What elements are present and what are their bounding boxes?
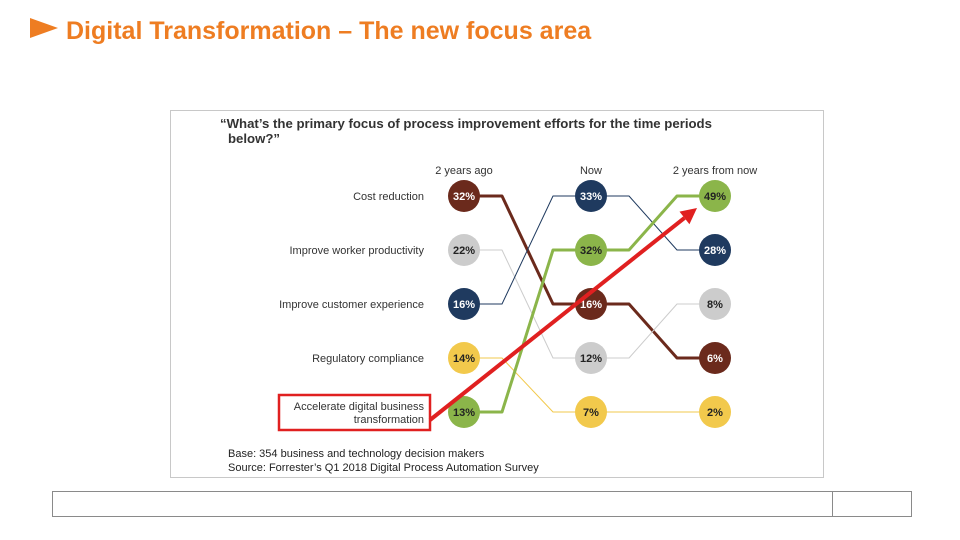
title-arrow-icon	[30, 18, 58, 38]
source-note: Source: Forrester’s Q1 2018 Digital Proc…	[228, 462, 539, 474]
data-label: 12%	[580, 353, 602, 365]
footer-bar	[52, 491, 912, 517]
data-node	[575, 342, 607, 374]
slide-title-row: Digital Transformation – The new focus a…	[30, 14, 591, 48]
data-node	[448, 180, 480, 212]
chart-frame	[170, 110, 824, 478]
data-node	[699, 342, 731, 374]
category-label: Accelerate digital business transformatio…	[294, 401, 425, 426]
highlight-arrow-group	[428, 208, 697, 422]
category-label: Improve customer experience	[279, 299, 424, 311]
data-node	[699, 396, 731, 428]
data-label: 28%	[704, 245, 726, 257]
chart-notes: Base: 354 business and technology decisi…	[228, 448, 539, 474]
data-label: 49%	[704, 191, 726, 203]
data-label: 16%	[580, 299, 602, 311]
highlight-arrow-shaft	[428, 216, 686, 422]
data-node	[448, 288, 480, 320]
footer-cell-left	[53, 492, 833, 516]
data-label: 32%	[580, 245, 602, 257]
highlight-box	[277, 393, 432, 432]
chart-title: “What’s the primary focus of process imp…	[220, 116, 712, 146]
period-headers: 2 years ago Now 2 years from now	[435, 165, 757, 177]
data-label: 8%	[707, 299, 723, 311]
period-header: 2 years ago	[435, 165, 492, 177]
category-label: Cost reduction	[353, 191, 424, 203]
data-node	[575, 180, 607, 212]
data-label: 22%	[453, 245, 475, 257]
data-label: 16%	[453, 299, 475, 311]
data-node	[699, 234, 731, 266]
period-header: 2 years from now	[673, 165, 757, 177]
data-node	[448, 342, 480, 374]
category-label: Improve worker productivity	[290, 245, 425, 257]
data-node	[699, 180, 731, 212]
data-node	[575, 396, 607, 428]
data-label: 32%	[453, 191, 475, 203]
period-header: Now	[580, 165, 602, 177]
data-label: 33%	[580, 191, 602, 203]
footer-cell-right	[834, 492, 911, 516]
data-node	[575, 234, 607, 266]
category-labels: Cost reduction Improve worker productivit…	[279, 191, 424, 426]
data-nodes: 32% 16% 6% 22% 12% 8% 16% 33% 28% 14% 7% 2% 13% 32% 49…	[448, 180, 731, 428]
chart-title-group: “What’s the primary focus of process imp…	[220, 116, 712, 146]
data-label: 2%	[707, 407, 723, 419]
series-line	[464, 194, 715, 360]
base-note: Base: 354 business and technology decisi…	[228, 448, 485, 460]
highlight-box-group	[277, 393, 432, 432]
data-node	[448, 234, 480, 266]
data-node	[448, 396, 480, 428]
highlight-arrow-head	[679, 208, 697, 225]
category-label: Regulatory compliance	[312, 353, 424, 365]
data-node	[699, 288, 731, 320]
data-label: 6%	[707, 353, 723, 365]
data-label: 13%	[453, 407, 475, 419]
data-label: 7%	[583, 407, 599, 419]
data-label: 14%	[453, 353, 475, 365]
slide-title: Digital Transformation – The new focus a…	[66, 16, 592, 45]
